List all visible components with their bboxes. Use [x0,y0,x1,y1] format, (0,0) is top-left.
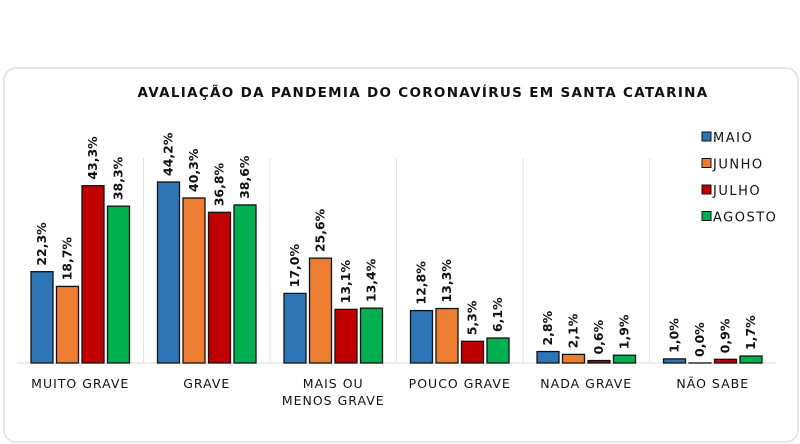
bar-agosto [486,337,510,364]
legend-swatch-julho [701,184,712,195]
category-label: MUITO GRAVE [31,376,129,391]
bar-maio [30,271,54,364]
data-label: 0,0% [692,322,707,357]
data-label: 1,0% [667,318,682,353]
bar-maio [409,309,434,364]
bar-junho [561,353,586,364]
legend-swatch-junho [701,158,712,168]
bar-julho [713,358,738,364]
data-label: 44,2% [161,132,176,176]
data-label: 0,6% [591,319,606,354]
bar-julho [460,340,485,364]
bar-junho [55,285,80,364]
data-label: 17,0% [287,244,302,288]
chart-title: AVALIAÇÃO DA PANDEMIA DO CORONAVÍRUS EM … [137,84,708,101]
legend-swatch-maio [701,131,712,142]
category-label: MENOS GRAVE [282,393,385,408]
legend-label: JULHO [712,184,761,199]
bar-agosto [106,205,131,364]
data-label: 5,3% [465,300,480,335]
legend-label: AGOSTO [713,211,777,226]
data-label: 43,3% [85,136,100,180]
category-label: NADA GRAVE [540,376,632,391]
bar-julho [81,185,105,364]
data-label: 13,3% [439,259,454,303]
data-label: 6,1% [490,297,505,332]
bar-agosto [739,355,763,364]
bar-julho [207,211,232,364]
bar-maio [283,292,307,364]
legend: MAIO JUNHO JULHO AGOSTO [701,131,777,226]
data-label: 36,8% [212,162,227,206]
category-label: NÃO SABE [676,376,749,391]
data-label: 38,6% [237,155,252,199]
bar-agosto [359,307,384,364]
data-label: 13,1% [338,260,353,304]
legend-label: MAIO [713,131,753,146]
bar-agosto [612,354,637,364]
bar-maio [536,350,560,364]
data-label: 12,8% [414,261,429,305]
category-label: POUCO GRAVE [409,376,511,391]
category-label: MAIS OU [303,376,364,391]
data-label: 0,9% [718,318,733,353]
legend-label: JUNHO [712,158,764,173]
data-label: 1,9% [617,314,632,349]
data-label: 13,4% [364,258,379,302]
data-label: 18,7% [60,237,75,281]
bar-julho [587,359,611,364]
bar-maio [662,358,687,364]
bar-agosto [233,204,257,364]
data-label: 22,3% [34,222,49,266]
data-label: 38,3% [111,156,126,200]
bar-julho [334,308,358,364]
bar-junho [182,197,206,364]
category-label: GRAVE [183,376,230,391]
bar-maio [156,181,181,364]
bar-junho [435,307,459,364]
data-label: 1,7% [743,315,758,350]
data-label: 2,1% [566,313,581,348]
bar-junho [308,257,333,364]
data-label: 25,6% [313,208,328,252]
legend-swatch-agosto [701,211,712,221]
data-label: 2,8% [540,310,555,345]
data-label: 40,3% [186,148,201,192]
